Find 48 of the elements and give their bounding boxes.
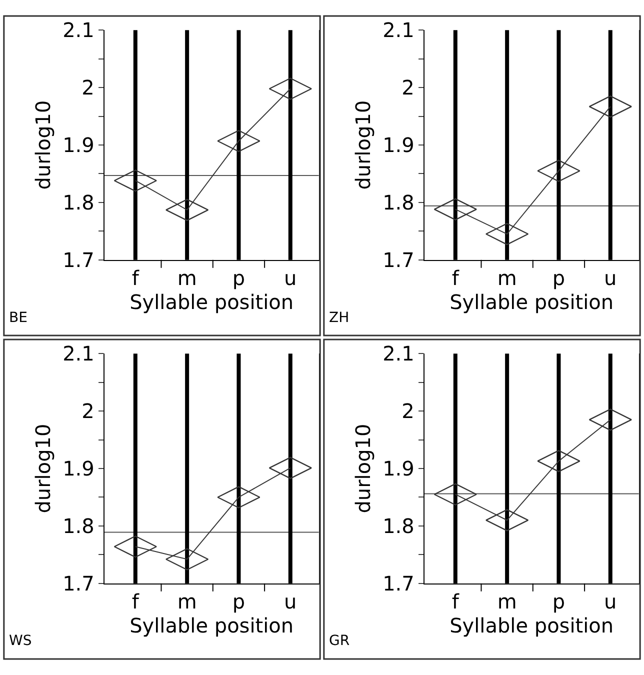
x-tick-label: p [232, 266, 246, 290]
x-tick-label: f [132, 589, 140, 614]
y-tick-label: 1.7 [62, 571, 94, 596]
y-tick-label: 2 [82, 399, 94, 424]
y-tick-label: 1.8 [62, 190, 94, 214]
x-tick-label: p [552, 266, 566, 290]
text: ZH [329, 310, 350, 326]
y-tick-label: 1.7 [382, 571, 414, 596]
y-tick-label: 2 [82, 76, 94, 100]
y-tick-label: 1.9 [382, 456, 414, 481]
y-tick-label: 2.1 [62, 18, 94, 42]
x-axis-title: Syllable position [130, 290, 294, 314]
y-tick-label: 1.7 [62, 248, 94, 272]
x-tick-label: f [132, 266, 140, 290]
y-tick-label: 1.8 [62, 514, 94, 538]
x-tick-label: u [604, 266, 617, 290]
y-tick-label: 2 [402, 76, 414, 100]
y-tick-label: 2.1 [62, 342, 94, 366]
text: GR [329, 633, 350, 649]
x-axis-title: Syllable position [450, 290, 614, 314]
y-tick-label: 1.9 [62, 456, 94, 481]
y-tick-label: 2.1 [382, 342, 414, 366]
x-tick-label: m [177, 266, 197, 290]
y-axis-title: durlog10 [351, 424, 376, 514]
x-tick-label: u [604, 589, 617, 614]
text: BE [9, 310, 28, 326]
y-tick-label: 2 [402, 399, 414, 424]
x-axis-title: Syllable position [130, 613, 294, 638]
y-tick-label: 1.7 [382, 248, 414, 272]
x-tick-label: m [497, 589, 517, 614]
y-axis-title: durlog10 [31, 424, 56, 514]
x-tick-label: u [284, 589, 297, 614]
x-tick-label: m [497, 266, 517, 290]
x-tick-label: p [232, 589, 246, 614]
x-axis-title: Syllable position [450, 613, 614, 638]
y-axis-title: durlog10 [351, 100, 376, 190]
x-tick-label: f [452, 266, 460, 290]
y-tick-label: 1.9 [62, 133, 94, 158]
x-tick-label: m [177, 589, 197, 614]
y-tick-label: 2.1 [382, 18, 414, 42]
x-tick-label: p [552, 589, 566, 614]
text: WS [9, 633, 32, 649]
y-tick-label: 1.8 [382, 514, 414, 538]
y-axis-title: durlog10 [31, 100, 56, 190]
x-tick-label: f [452, 589, 460, 614]
x-tick-label: u [284, 266, 297, 290]
y-tick-label: 1.8 [382, 190, 414, 214]
y-tick-label: 1.9 [382, 133, 414, 158]
